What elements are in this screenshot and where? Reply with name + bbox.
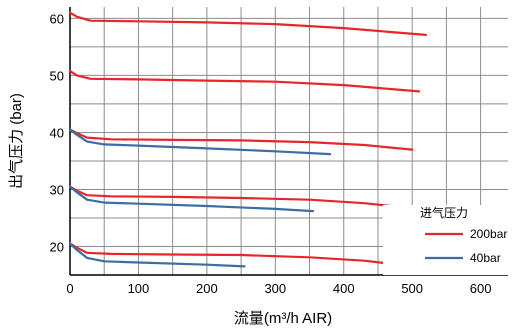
series-line-200bar-0 [68,11,427,36]
series-group [68,11,427,268]
x-tick-label: 500 [401,281,423,296]
x-tick-label: 400 [333,281,355,296]
x-tick-label: 300 [264,281,286,296]
series-line-200bar-2 [68,128,414,151]
series-line-40bar-6 [68,185,315,213]
legend-title: 进气压力 [420,205,468,220]
y-tick-label: 50 [50,68,64,83]
series-line-40bar-5 [68,128,332,156]
x-axis-title: 流量(m³/h AIR) [234,310,332,327]
legend-box [383,205,508,275]
x-tick-label: 0 [66,281,73,296]
y-tick-label: 20 [50,239,64,254]
x-tick-label: 600 [470,281,492,296]
series-line-40bar-7 [68,242,246,268]
y-tick-label: 40 [50,125,64,140]
series-line-200bar-4 [68,242,397,266]
legend: 进气压力 200bar 40bar [420,205,507,265]
y-tick-label: 30 [50,182,64,197]
y-axis-title: 出气压力 (bar) [8,93,25,189]
legend-label-40bar: 40bar [470,251,501,265]
x-tick-label: 100 [128,281,150,296]
x-tick-label: 200 [196,281,218,296]
tick-labels: 0 100 200 300 400 500 600 20 30 40 50 60 [50,11,492,296]
y-tick-label: 60 [50,11,64,26]
series-line-200bar-3 [68,185,403,209]
legend-label-200bar: 200bar [470,227,507,241]
series-line-200bar-1 [68,69,421,93]
